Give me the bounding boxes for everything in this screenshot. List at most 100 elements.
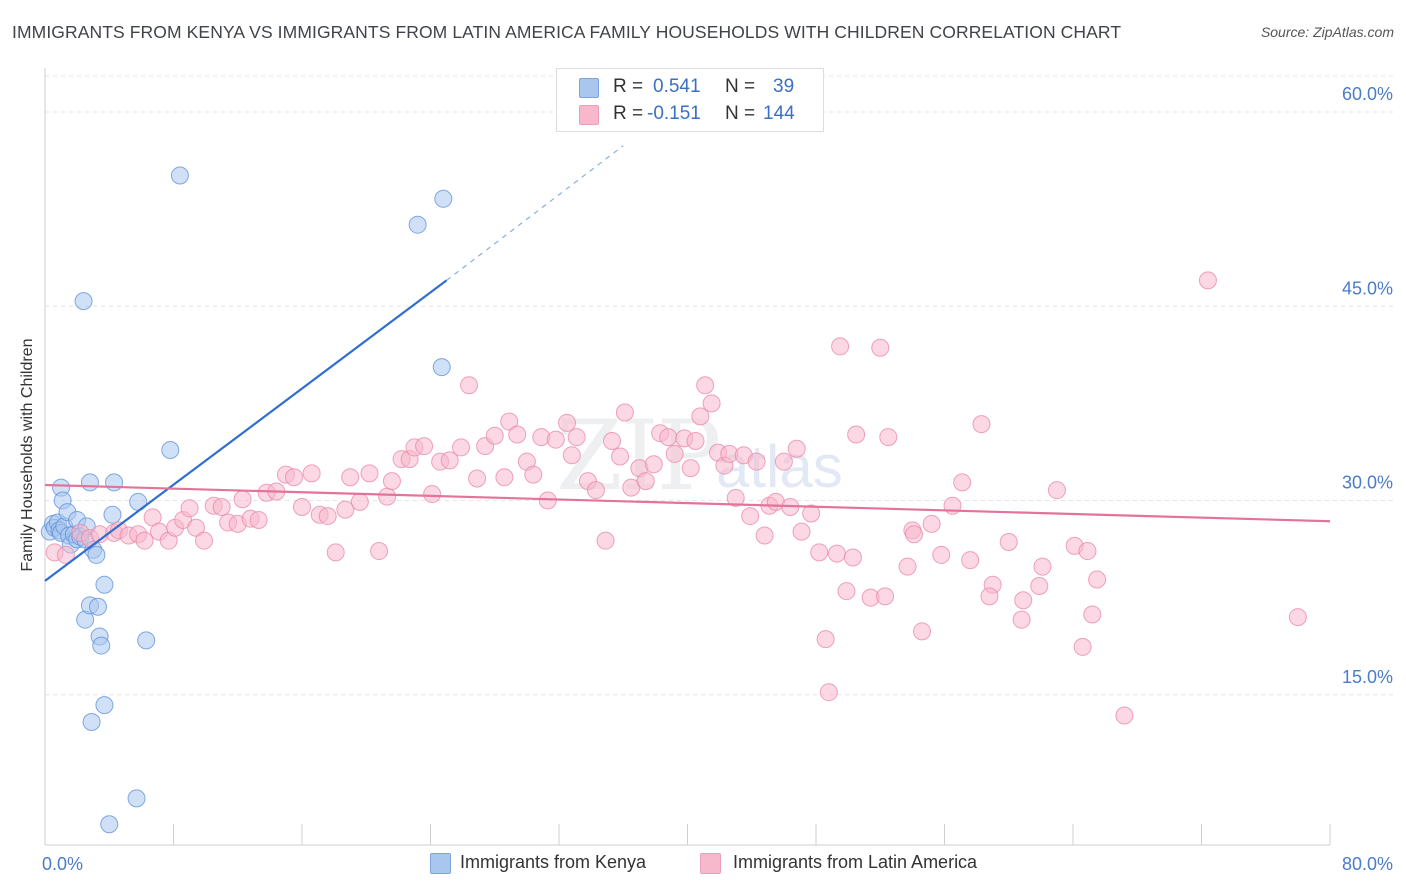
point-latin-america bbox=[186, 518, 205, 537]
point-latin-america bbox=[1198, 271, 1217, 290]
point-latin-america bbox=[810, 543, 829, 562]
point-kenya bbox=[161, 441, 180, 460]
point-latin-america bbox=[953, 473, 972, 492]
point-latin-america bbox=[326, 543, 345, 562]
point-latin-america bbox=[1012, 610, 1031, 629]
point-latin-america bbox=[827, 544, 846, 563]
point-kenya bbox=[105, 473, 124, 492]
point-latin-america bbox=[485, 426, 504, 445]
point-latin-america bbox=[644, 455, 663, 474]
point-latin-america bbox=[816, 630, 835, 649]
point-latin-america bbox=[913, 622, 932, 641]
point-latin-america bbox=[681, 459, 700, 478]
point-kenya bbox=[95, 575, 114, 594]
point-latin-america bbox=[586, 481, 605, 500]
point-latin-america bbox=[747, 452, 766, 471]
point-latin-america bbox=[558, 413, 577, 432]
legend-row-kenya: R = 0.541 N = 39 bbox=[557, 76, 823, 100]
point-kenya bbox=[127, 789, 146, 808]
point-latin-america bbox=[837, 582, 856, 601]
x-tick-label: 0.0% bbox=[42, 854, 83, 874]
point-latin-america bbox=[961, 551, 980, 570]
point-latin-america bbox=[871, 338, 890, 357]
point-kenya bbox=[137, 631, 156, 650]
point-kenya bbox=[434, 189, 453, 208]
legend-n-value: 39 bbox=[773, 76, 795, 97]
legend-n-value: 144 bbox=[763, 103, 795, 124]
trendline-kenya bbox=[44, 279, 448, 582]
point-latin-america bbox=[611, 447, 630, 466]
point-latin-america bbox=[876, 587, 895, 606]
point-kenya bbox=[82, 712, 101, 731]
point-latin-america bbox=[1014, 591, 1033, 610]
point-latin-america bbox=[440, 451, 459, 470]
legend-r-label: R = bbox=[613, 103, 644, 124]
point-latin-america bbox=[1047, 481, 1066, 500]
point-latin-america bbox=[500, 412, 519, 431]
point-latin-america bbox=[1033, 557, 1052, 576]
point-latin-america bbox=[1030, 577, 1049, 595]
legend-row-latin-america: R = -0.151 N = 144 bbox=[557, 103, 823, 127]
y-tick-label: 60.0% bbox=[1342, 84, 1393, 104]
point-latin-america bbox=[972, 415, 991, 434]
point-latin-america bbox=[596, 531, 615, 550]
point-latin-america bbox=[603, 431, 622, 450]
point-latin-america bbox=[904, 525, 923, 544]
point-latin-america bbox=[932, 545, 951, 564]
point-latin-america bbox=[691, 407, 710, 426]
point-latin-america bbox=[180, 499, 199, 518]
legend-n-label: N = bbox=[725, 103, 756, 124]
legend-swatch-kenya bbox=[579, 78, 599, 98]
point-latin-america bbox=[567, 428, 586, 447]
point-latin-america bbox=[831, 337, 850, 356]
point-latin-america bbox=[195, 531, 214, 550]
point-latin-america bbox=[370, 542, 389, 561]
point-latin-america bbox=[293, 498, 311, 517]
point-latin-america bbox=[659, 428, 678, 447]
chart-title: IMMIGRANTS FROM KENYA VS IMMIGRANTS FROM… bbox=[12, 22, 1122, 42]
point-latin-america bbox=[686, 431, 705, 450]
point-kenya bbox=[80, 473, 99, 492]
point-latin-america bbox=[460, 376, 479, 395]
point-kenya bbox=[92, 636, 111, 655]
series-legend: Immigrants from Kenya Immigrants from La… bbox=[0, 852, 1406, 878]
point-latin-america bbox=[350, 492, 369, 511]
legend-r-label: R = bbox=[613, 76, 644, 97]
point-latin-america bbox=[787, 439, 806, 458]
point-kenya bbox=[74, 292, 93, 311]
point-kenya bbox=[87, 545, 106, 564]
point-latin-america bbox=[1073, 637, 1092, 656]
point-kenya bbox=[408, 215, 427, 234]
point-latin-america bbox=[1088, 570, 1107, 589]
point-latin-america bbox=[1115, 706, 1134, 725]
legend-r-value: -0.151 bbox=[647, 103, 701, 124]
point-kenya bbox=[432, 358, 451, 377]
point-latin-america bbox=[980, 587, 999, 606]
point-latin-america bbox=[741, 507, 760, 526]
point-latin-america bbox=[56, 545, 75, 564]
y-tick-label: 45.0% bbox=[1342, 278, 1393, 298]
point-latin-america bbox=[615, 403, 634, 422]
point-kenya bbox=[100, 815, 119, 834]
point-latin-america bbox=[562, 446, 581, 465]
point-latin-america bbox=[415, 437, 434, 456]
series-swatch-latin-america bbox=[700, 853, 721, 874]
point-latin-america bbox=[792, 522, 811, 541]
series-label-kenya: Immigrants from Kenya bbox=[460, 852, 647, 872]
legend-swatch-latin-america bbox=[579, 105, 599, 125]
point-latin-america bbox=[336, 500, 355, 519]
point-latin-america bbox=[212, 498, 231, 517]
point-latin-america bbox=[233, 490, 252, 509]
point-latin-america bbox=[318, 507, 337, 526]
point-latin-america bbox=[774, 452, 793, 471]
point-latin-america bbox=[546, 430, 565, 449]
correlation-legend: R = 0.541 N = 39 R = -0.151 N = 144 bbox=[556, 68, 824, 132]
point-latin-america bbox=[1078, 542, 1097, 561]
point-latin-america bbox=[819, 683, 838, 702]
legend-r-value: 0.541 bbox=[653, 76, 701, 97]
point-latin-america bbox=[843, 548, 862, 567]
point-latin-america bbox=[665, 444, 684, 463]
legend-n-label: N = bbox=[725, 76, 756, 97]
point-latin-america bbox=[382, 472, 401, 491]
